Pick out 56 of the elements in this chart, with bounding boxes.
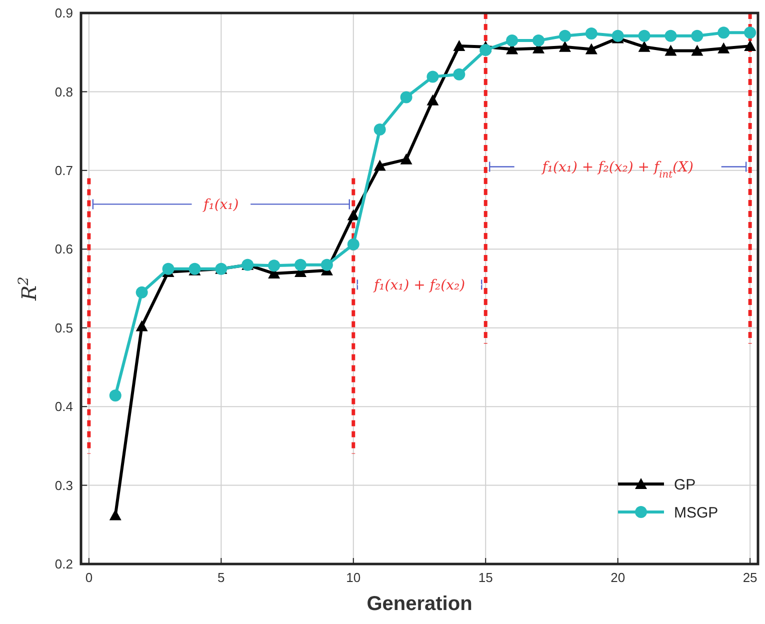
y-tick-label: 0.9 <box>54 6 73 21</box>
point <box>480 44 492 56</box>
point <box>691 44 704 56</box>
point <box>558 40 571 52</box>
point <box>638 30 650 42</box>
point <box>585 43 598 54</box>
annotation: f₁(x₁) <box>202 197 239 214</box>
point <box>506 34 518 47</box>
x-tick-label: 10 <box>346 570 361 585</box>
point <box>320 258 333 271</box>
x-axis-title: Generation <box>366 593 472 615</box>
point <box>532 34 545 47</box>
point <box>268 260 280 272</box>
x-tick-label: 20 <box>610 570 626 585</box>
point <box>294 258 306 271</box>
point <box>109 509 122 520</box>
y-tick-label: 0.5 <box>54 320 73 336</box>
point <box>426 70 439 83</box>
x-tick-label: 25 <box>742 570 758 585</box>
point <box>638 40 650 52</box>
point <box>374 160 386 171</box>
point <box>136 286 148 298</box>
x-tick-label: 5 <box>218 570 225 585</box>
point <box>718 26 730 39</box>
legend-label: GP <box>674 476 696 494</box>
point <box>347 238 360 250</box>
point <box>453 40 466 52</box>
y-tick-label: 0.6 <box>54 242 73 257</box>
point <box>347 209 360 220</box>
x-tick-label: 15 <box>478 570 493 585</box>
y-tick-label: 0.4 <box>54 399 73 414</box>
point <box>664 44 677 56</box>
point <box>718 42 730 54</box>
point <box>162 262 174 275</box>
point <box>109 390 122 402</box>
y-tick-label: 0.8 <box>54 84 73 100</box>
y-tick-label: 0.2 <box>54 556 73 572</box>
point <box>453 68 466 80</box>
annotation: f₁(x₁) + f₂(x₂) + f$_{int}$(X) <box>541 160 694 180</box>
point <box>558 30 571 42</box>
y-tick-label: 0.3 <box>54 478 73 493</box>
point <box>136 320 148 332</box>
point <box>426 94 439 106</box>
point <box>400 153 412 164</box>
point <box>612 30 624 42</box>
point <box>691 30 704 42</box>
point <box>400 91 412 104</box>
point <box>585 27 598 40</box>
annotation: f₁(x₁) + f₂(x₂) <box>372 278 466 294</box>
point <box>744 40 756 52</box>
legend-label: MSGP <box>674 504 718 522</box>
x-tick-label: 0 <box>85 570 93 585</box>
point <box>664 30 677 42</box>
point <box>744 26 756 39</box>
point <box>374 123 386 136</box>
y-tick-label: 0.7 <box>54 162 73 178</box>
